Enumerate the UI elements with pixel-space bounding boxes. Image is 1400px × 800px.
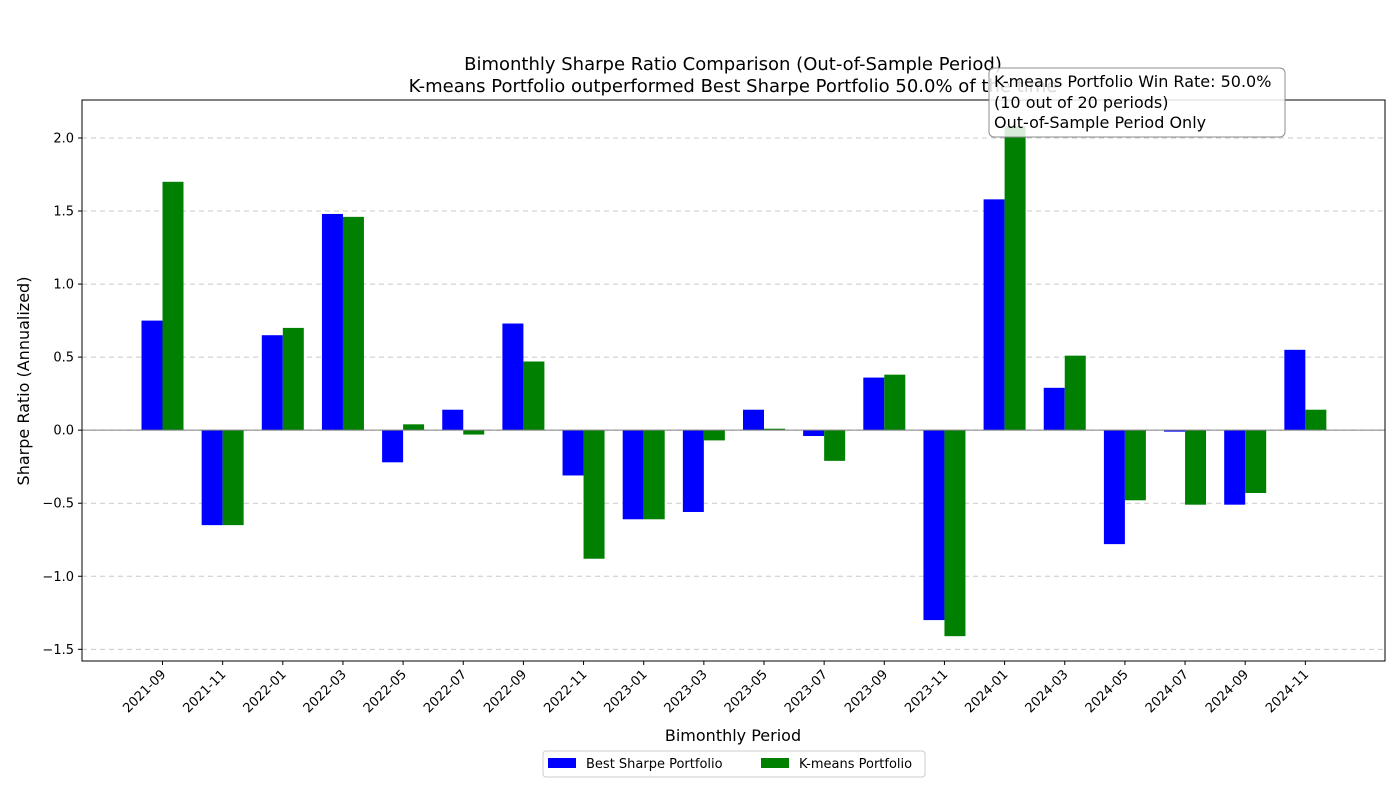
bar-best-sharpe [321,213,343,431]
bar-kmeans [342,216,364,431]
x-axis-ticks: 2021-09 2021-11 2022-01 2022-03 2022-05 2022-… [120,661,1312,716]
bar-best-sharpe [141,320,163,431]
x-tick-label: 2022-01 [241,667,290,716]
bar-best-sharpe [622,430,644,520]
x-tick-label: 2024-03 [1023,667,1072,716]
bar-kmeans [282,327,304,431]
x-tick-label: 2022-11 [541,667,590,716]
bar-best-sharpe [923,430,945,621]
bar-best-sharpe [442,409,464,431]
bar-kmeans [403,424,425,431]
y-tick-label: 0.5 [53,351,74,366]
x-tick-label: 2024-05 [1083,667,1132,716]
bar-best-sharpe [682,430,704,512]
x-tick-label: 2023-11 [902,667,951,716]
x-axis-label: Bimonthly Period [665,726,801,745]
bar-best-sharpe [1224,430,1246,505]
bar-kmeans [703,430,725,441]
bar-best-sharpe [1284,349,1306,431]
bar-kmeans [1004,126,1026,431]
x-tick-label: 2024-11 [1263,667,1312,716]
bar-best-sharpe [382,430,404,463]
bar-kmeans [583,430,605,559]
bar-kmeans [523,361,545,431]
bar-kmeans [463,430,485,435]
legend-label-best-sharpe: Best Sharpe Portfolio [586,757,723,772]
legend-swatch-kmeans [761,758,789,768]
chart-subtitle: K-means Portfolio outperformed Best Shar… [409,76,1058,97]
annotation-line-1: K-means Portfolio Win Rate: 50.0% [994,72,1271,91]
bar-kmeans [1124,430,1146,501]
legend-swatch-best-sharpe [548,758,576,768]
bar-kmeans [1245,430,1267,493]
plot-frame [81,99,1386,662]
x-tick-label: 2023-09 [842,667,891,716]
bar-best-sharpe [201,430,223,526]
annotation-box [988,67,1286,138]
bar-kmeans [162,181,184,431]
y-tick-label: −1.5 [42,643,74,658]
bar-best-sharpe [261,335,283,431]
y-tick-label: −0.5 [42,497,74,512]
y-tick-label: −1.0 [42,570,74,585]
annotation-line-3: Out-of-Sample Period Only [994,113,1206,132]
bar-best-sharpe [562,430,584,476]
y-axis-ticks: −1.5 −1.0 −0.5 0.0 0.5 1.0 1.5 2.0 [42,131,82,658]
bar-best-sharpe [1043,387,1065,431]
x-tick-label: 2022-05 [361,667,410,716]
x-tick-label: 2022-09 [481,667,530,716]
bar-kmeans [824,430,846,461]
y-tick-label: 0.0 [53,424,74,439]
x-tick-label: 2024-09 [1203,667,1252,716]
bar-kmeans [1305,409,1327,431]
bar-kmeans [222,430,244,526]
legend-label-kmeans: K-means Portfolio [799,757,912,772]
legend-box [542,750,926,778]
bar-kmeans [944,430,966,637]
y-tick-label: 1.0 [53,278,74,293]
bar-kmeans [884,374,906,431]
x-tick-label: 2022-07 [421,667,470,716]
chart-title: Bimonthly Sharpe Ratio Comparison (Out-o… [464,54,1002,75]
bar-kmeans [1064,355,1086,431]
bar-best-sharpe [502,323,524,431]
bar-best-sharpe [803,430,825,437]
bar-kmeans [1185,430,1207,505]
bar-best-sharpe [743,409,764,431]
bars [141,126,1327,637]
y-tick-label: 1.5 [53,205,74,220]
x-tick-label: 2023-01 [602,667,651,716]
y-tick-label: 2.0 [53,131,74,146]
legend: Best Sharpe Portfolio K-means Portfolio [542,750,926,778]
y-axis-label: Sharpe Ratio (Annualized) [14,277,33,486]
x-tick-label: 2023-05 [722,667,771,716]
x-tick-label: 2024-07 [1143,667,1192,716]
bar-best-sharpe [1103,430,1125,545]
x-tick-label: 2022-03 [301,667,350,716]
bar-best-sharpe [1164,430,1186,432]
bar-kmeans [764,428,785,431]
x-tick-label: 2024-01 [962,667,1011,716]
x-tick-label: 2021-09 [120,667,169,716]
bar-best-sharpe [863,377,885,431]
annotation-line-2: (10 out of 20 periods) [994,93,1168,112]
x-tick-label: 2023-03 [662,667,711,716]
win-rate-annotation: K-means Portfolio Win Rate: 50.0% (10 ou… [988,67,1286,138]
bar-best-sharpe [983,199,1005,431]
x-tick-label: 2021-11 [180,667,229,716]
bar-kmeans [643,430,665,520]
x-tick-label: 2023-07 [782,667,831,716]
